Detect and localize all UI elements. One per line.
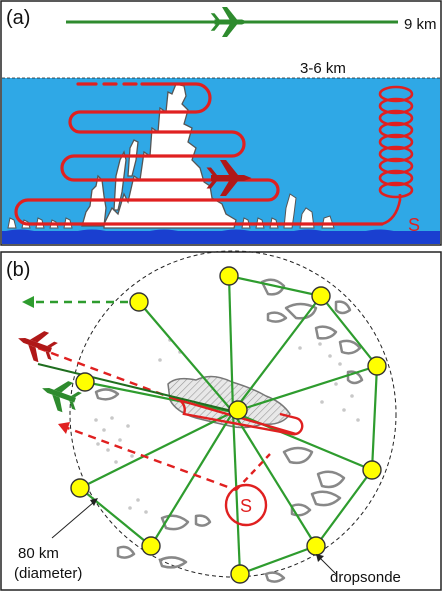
pointer-arrowhead-right — [316, 554, 324, 562]
convective-core — [167, 375, 291, 429]
diameter-label-line1: 80 km — [18, 545, 59, 562]
dropsonde-marker — [306, 536, 326, 556]
center-track-line — [37, 363, 237, 413]
racetrack-flight-path — [14, 82, 384, 226]
panel-b-frame — [0, 251, 442, 591]
diameter-label-line2: (diameter) — [14, 565, 82, 582]
panel-a-label: (a) — [6, 7, 30, 29]
dropsonde-label: dropsonde — [330, 569, 401, 586]
panel-b: (b) S 80 km (diameter) dropsonde — [0, 250, 442, 591]
dropsonde-marker — [141, 536, 161, 556]
dropsonde-marker — [219, 266, 239, 286]
altitude-top-label: 9 km — [404, 16, 437, 33]
green-arrowhead — [22, 296, 34, 308]
dropsonde-perimeter — [79, 274, 379, 576]
ocean-waves — [2, 229, 440, 236]
dropsondes — [70, 266, 387, 584]
dropsonde-marker — [129, 292, 149, 312]
panel-b-label: (b) — [6, 259, 30, 281]
dropsonde-spokes — [79, 275, 378, 575]
cloud-outlines — [94, 278, 364, 583]
dropsonde-marker — [311, 286, 331, 306]
spiral-label-b: S — [240, 496, 252, 516]
spiral-label-a: S — [408, 215, 420, 235]
spiral-descent — [378, 85, 414, 226]
pointer-arrowhead-left — [90, 498, 98, 506]
altitude-mid-label: 3-6 km — [300, 60, 346, 77]
dropsonde-marker — [70, 478, 90, 498]
panel-a: (a) 9 km 3-6 km S — [0, 0, 442, 246]
dropsonde-marker — [362, 460, 382, 480]
dropsonde-marker — [367, 356, 387, 376]
label-pointers — [51, 501, 337, 575]
red-arrowhead-b — [58, 422, 70, 434]
dropsonde-marker — [228, 400, 248, 420]
cloud-dots — [94, 338, 360, 514]
dropsonde-marker — [230, 564, 250, 584]
dropsonde-marker — [75, 372, 95, 392]
